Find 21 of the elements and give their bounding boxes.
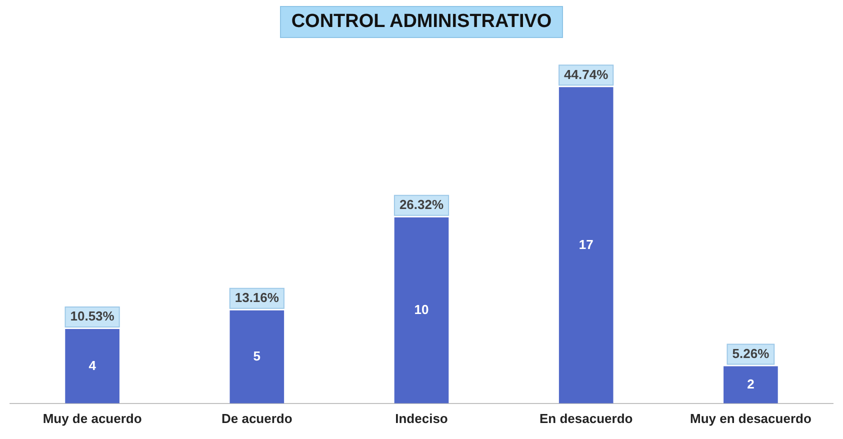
annotation: 2	[747, 376, 754, 392]
annotation: 10	[414, 302, 429, 317]
annotation: 5	[253, 348, 261, 364]
annotation: 4	[88, 358, 97, 373]
annotation: 17	[578, 236, 594, 252]
bar	[724, 366, 778, 404]
data-label: 26.32%	[399, 196, 444, 212]
data-label: 10.53%	[70, 308, 115, 324]
chart-title: CONTROL ADMINISTRATIVO	[280, 6, 563, 38]
x-tick-label: Muy en desacuerdo	[690, 410, 812, 426]
x-tick-label: De acuerdo	[221, 410, 292, 426]
bar	[65, 328, 120, 404]
x-tick-label: Indeciso	[395, 410, 448, 426]
bar	[558, 87, 614, 404]
data-label: 44.74%	[564, 66, 609, 82]
bar	[394, 217, 449, 404]
bar	[230, 310, 284, 404]
data-label: 5.26%	[732, 346, 770, 361]
x-tick-label: En desacuerdo	[540, 410, 633, 426]
x-tick-label: Muy de acuerdo	[42, 410, 142, 426]
data-label: 13.16%	[234, 290, 280, 305]
